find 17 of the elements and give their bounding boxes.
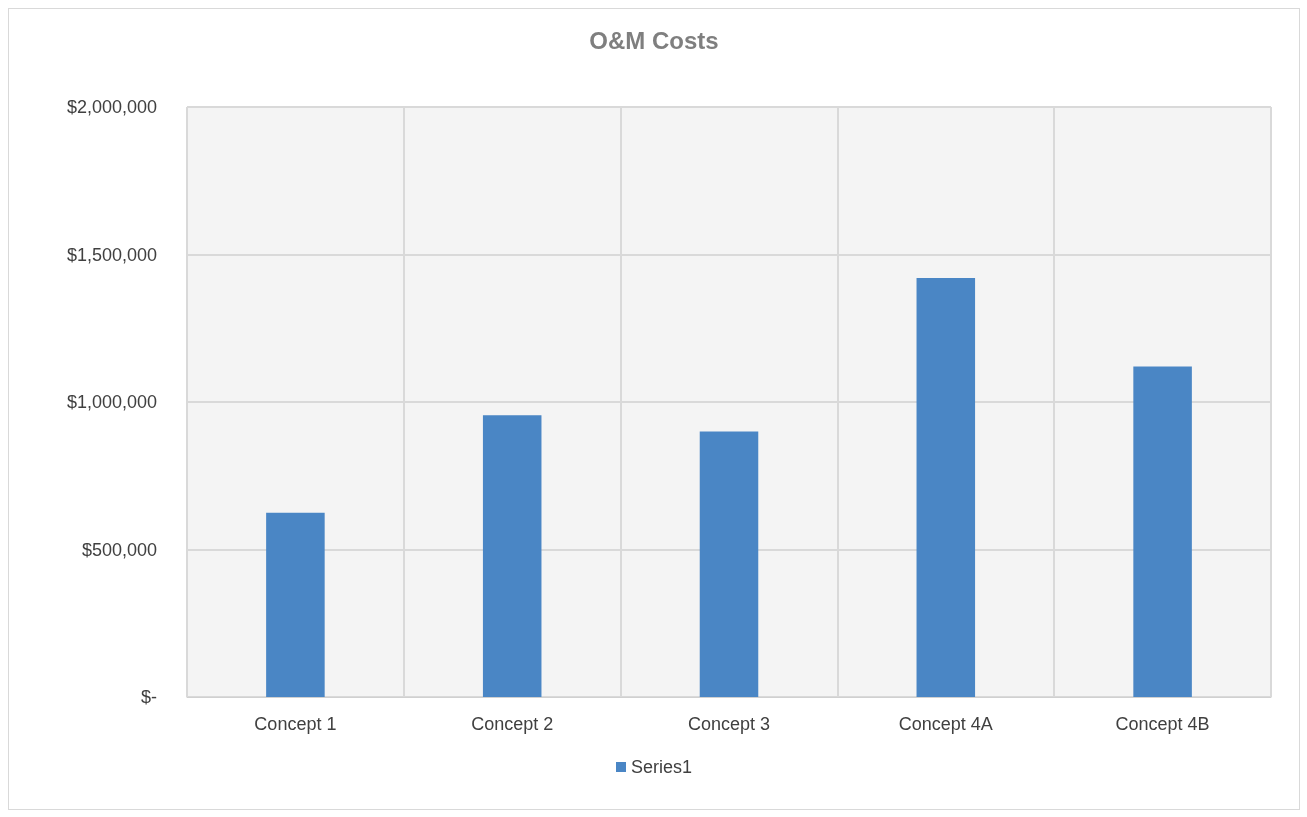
y-tick-label: $1,000,000 <box>66 392 157 412</box>
x-tick-label: Concept 2 <box>471 714 554 734</box>
bar <box>699 431 759 697</box>
chart-title: O&M Costs <box>589 26 719 54</box>
y-tick-label: $- <box>140 687 157 707</box>
y-tick-label: $2,000,000 <box>66 97 157 117</box>
y-tick-label: $500,000 <box>81 539 157 560</box>
bar <box>1133 366 1192 697</box>
x-tick-label: Concept 3 <box>687 714 771 734</box>
y-tick-label: $1,500,000 <box>66 244 157 265</box>
bar <box>916 278 976 697</box>
legend-label: Series1 <box>630 757 693 777</box>
bar <box>266 512 325 697</box>
x-tick-label: Concept 1 <box>254 714 337 734</box>
x-tick-label: Concept 4B <box>1115 714 1210 734</box>
bar <box>482 415 542 697</box>
x-tick-label: Concept 4A <box>898 714 993 734</box>
